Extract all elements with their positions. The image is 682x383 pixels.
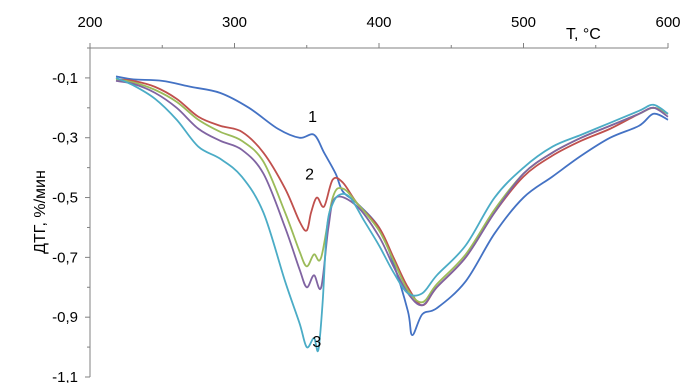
series-annotation: 3 (312, 334, 321, 351)
x-axis-title: T, °C (566, 26, 601, 43)
x-tick-label: 200 (77, 14, 102, 31)
series-line-1 (115, 75, 669, 337)
y-tick-label: -0,7 (52, 249, 78, 266)
axes-layer: 200 300 400 500 600 -0,1 -0,3 -0,5 -0,7 -0,9 -1,1 (52, 14, 680, 383)
y-tick-label: -0,1 (52, 70, 78, 87)
y-tick-label: -0,9 (52, 309, 78, 326)
x-tick-label: 300 (222, 14, 247, 31)
series-annotation: 2 (305, 167, 314, 184)
y-tick-label: -1,1 (52, 369, 78, 383)
x-tick-label: 600 (655, 14, 680, 31)
x-tick-label: 400 (366, 14, 391, 31)
labels-layer: 1 2 3 (305, 109, 321, 351)
series-line-5 (115, 77, 669, 353)
series-line-4 (115, 80, 669, 307)
series-line-2 (115, 78, 669, 307)
x-tick-label: 500 (511, 14, 536, 31)
series-layer (115, 75, 669, 353)
y-tick-label: -0,3 (52, 130, 78, 147)
y-axis-title: ДТГ, %/мин (32, 170, 49, 254)
series-annotation: 1 (308, 109, 317, 126)
y-tick-label: -0,5 (52, 190, 78, 207)
